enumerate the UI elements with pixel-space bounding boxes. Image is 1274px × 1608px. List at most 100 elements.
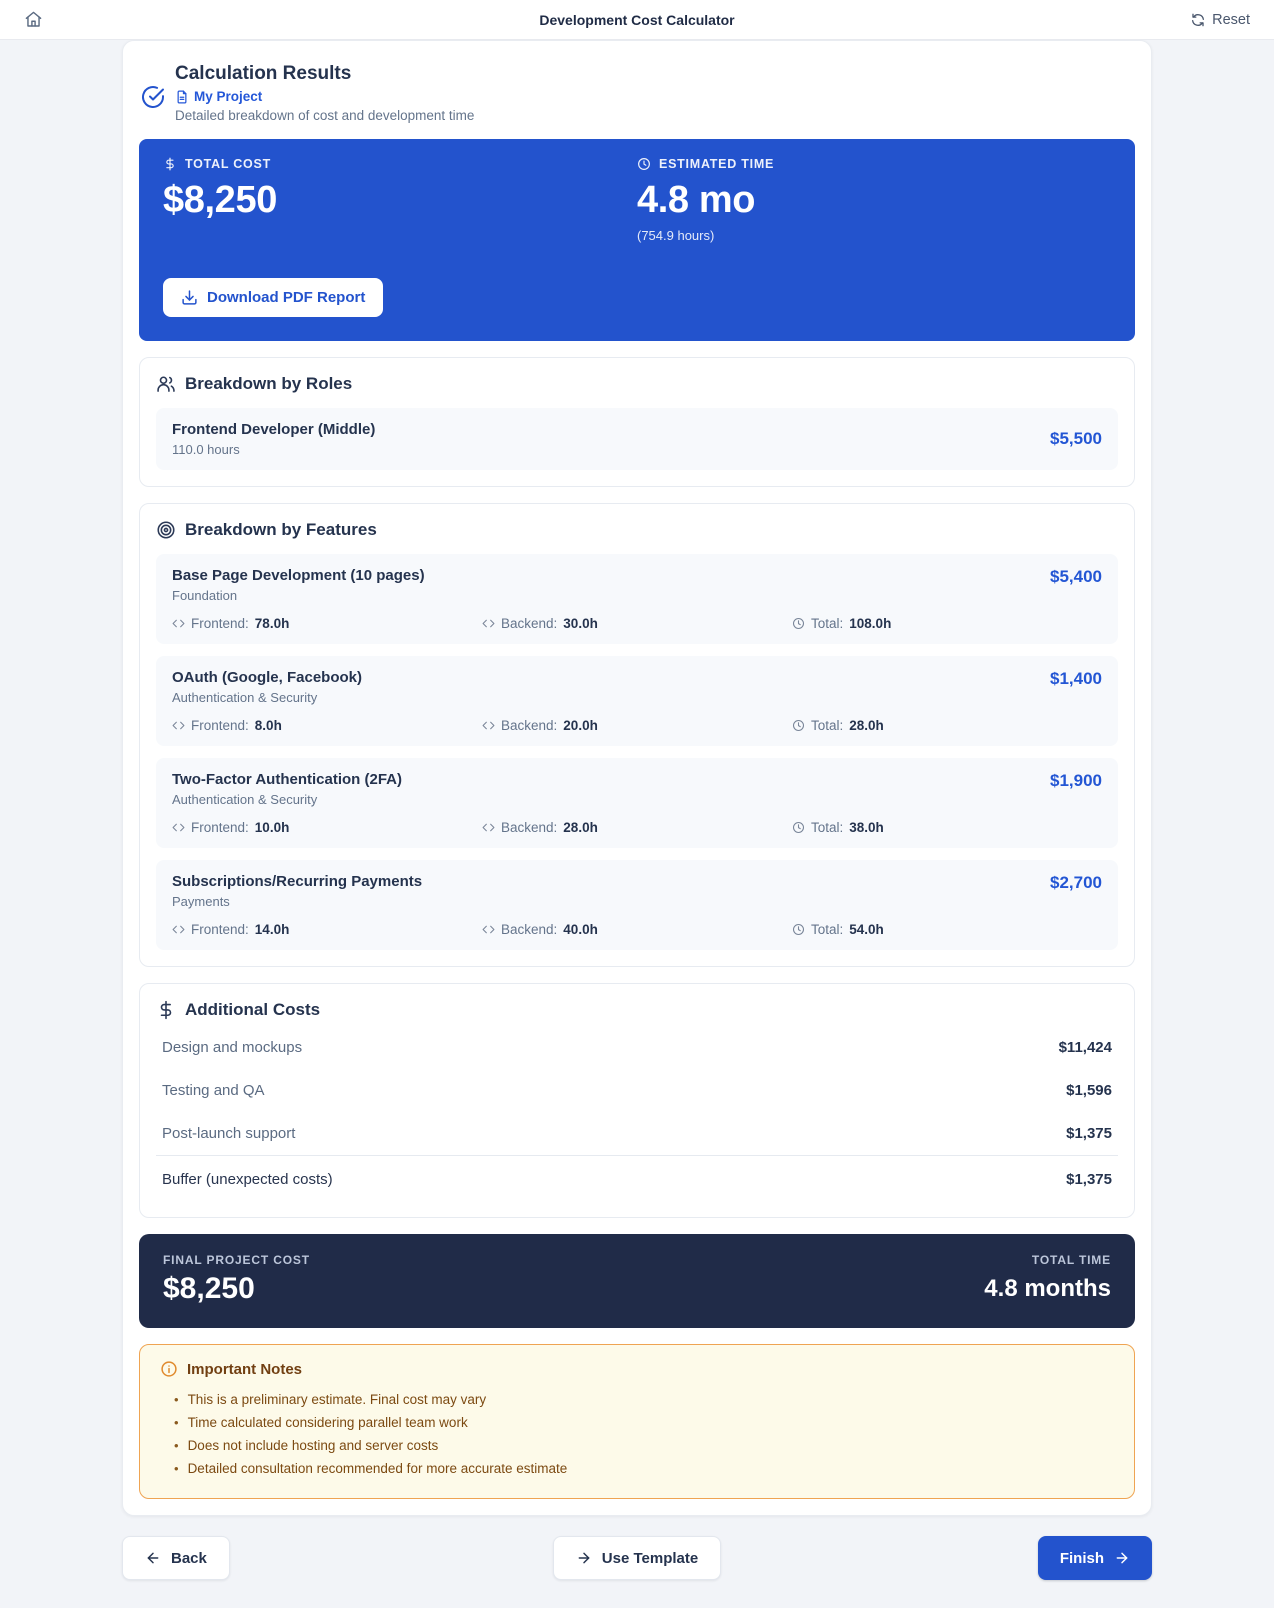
additional-cost-value: $1,375 [1066,1125,1112,1142]
backend-value: 20.0h [563,718,598,733]
additional-costs-list: Design and mockups $11,424 Testing and Q… [156,1026,1118,1201]
roles-section: Breakdown by Roles Frontend Developer (M… [139,357,1135,487]
clock-icon [792,617,805,630]
final-cost-label: FINAL PROJECT COST [163,1253,310,1267]
feature-frontend-hours: Frontend: 14.0h [172,922,482,937]
additional-cost-value: $1,375 [1066,1171,1112,1188]
role-row: Frontend Developer (Middle) 110.0 hours … [156,408,1118,470]
feature-category: Authentication & Security [172,792,318,807]
backend-label: Backend: [501,820,558,835]
arrow-right-icon [1114,1550,1130,1566]
feature-row: Base Page Development (10 pages) Foundat… [156,554,1118,644]
feature-category: Foundation [172,588,238,603]
frontend-value: 10.0h [254,820,290,835]
additional-costs-title: Additional Costs [185,1000,321,1019]
backend-label: Backend: [501,718,558,733]
total-cost-value: $8,250 [163,179,277,221]
total-value: 108.0h [849,616,892,631]
total-time-value: 4.8 months [984,1275,1111,1302]
note-item: This is a preliminary estimate. Final co… [174,1388,1114,1411]
feature-cost: $1,400 [1050,669,1102,688]
results-card: Calculation Results My Project Detailed … [122,40,1152,1516]
frontend-label: Frontend: [191,922,249,937]
additional-cost-row: Testing and QA $1,596 [156,1069,1118,1112]
page-title: Calculation Results [175,63,352,84]
note-item: Does not include hosting and server cost… [174,1434,1114,1457]
estimated-time-label: ESTIMATED TIME [659,157,775,171]
use-template-button[interactable]: Use Template [552,1536,722,1580]
total-label: Total: [811,922,844,937]
reset-button[interactable]: Reset [1190,12,1250,28]
feature-total-hours: Total: 108.0h [792,616,1102,631]
feature-cost: $2,700 [1050,873,1102,892]
estimated-time-block: ESTIMATED TIME 4.8 mo (754.9 hours) [637,157,1111,243]
estimated-hours: (754.9 hours) [637,228,715,243]
app-title: Development Cost Calculator [539,11,735,28]
roles-list: Frontend Developer (Middle) 110.0 hours … [156,408,1118,470]
finish-button[interactable]: Finish [1037,1536,1152,1580]
code-icon [482,923,495,936]
notes-title: Important Notes [187,1360,303,1378]
feature-frontend-hours: Frontend: 78.0h [172,616,482,631]
frontend-label: Frontend: [191,616,249,631]
dollar-icon [163,157,177,171]
code-icon [482,719,495,732]
role-hours: 110.0 hours [172,442,240,457]
dollar-icon [156,1000,176,1020]
backend-label: Backend: [501,616,558,631]
total-value: 28.0h [849,718,884,733]
additional-cost-label: Post-launch support [162,1125,296,1142]
additional-cost-row: Buffer (unexpected costs) $1,375 [156,1155,1118,1201]
home-icon[interactable] [24,10,43,29]
feature-frontend-hours: Frontend: 8.0h [172,718,482,733]
feature-cost: $1,900 [1050,771,1102,790]
clock-icon [792,821,805,834]
finish-label: Finish [1059,1549,1104,1567]
total-label: Total: [811,718,844,733]
feature-row: Two-Factor Authentication (2FA) Authenti… [156,758,1118,848]
roles-section-title: Breakdown by Roles [185,374,353,393]
total-value: 38.0h [849,820,884,835]
feature-backend-hours: Backend: 28.0h [482,820,792,835]
note-text: This is a preliminary estimate. Final co… [187,1392,487,1407]
download-pdf-button[interactable]: Download PDF Report [163,278,384,317]
important-notes: Important Notes This is a preliminary es… [139,1344,1135,1499]
feature-row: Subscriptions/Recurring Payments Payment… [156,860,1118,950]
clock-icon [637,157,651,171]
additional-cost-row: Design and mockups $11,424 [156,1026,1118,1069]
code-icon [172,923,185,936]
frontend-label: Frontend: [191,718,249,733]
note-item: Detailed consultation recommended for mo… [174,1457,1114,1480]
download-icon [181,289,198,306]
top-bar: Development Cost Calculator Reset [0,0,1274,40]
feature-backend-hours: Backend: 20.0h [482,718,792,733]
use-template-label: Use Template [601,1549,699,1567]
code-icon [172,821,185,834]
feature-backend-hours: Backend: 30.0h [482,616,792,631]
role-cost: $5,500 [1050,429,1102,448]
additional-cost-value: $1,596 [1066,1082,1112,1099]
feature-row: OAuth (Google, Facebook) Authentication … [156,656,1118,746]
feature-category: Authentication & Security [172,690,318,705]
additional-costs-section: Additional Costs Design and mockups $11,… [139,983,1135,1218]
frontend-value: 78.0h [254,616,290,631]
code-icon [172,617,185,630]
features-section-title: Breakdown by Features [185,520,377,539]
final-summary-banner: FINAL PROJECT COST $8,250 TOTAL TIME 4.8… [139,1234,1135,1328]
feature-name: OAuth (Google, Facebook) [172,669,362,686]
project-name: My Project [194,89,263,104]
footer-bar: Back Use Template Finish [122,1536,1152,1580]
backend-value: 40.0h [563,922,598,937]
results-header: Calculation Results My Project Detailed … [139,57,1135,125]
role-name: Frontend Developer (Middle) [172,421,376,438]
total-value: 54.0h [849,922,884,937]
check-circle-icon [141,85,165,123]
project-link[interactable]: My Project [175,89,474,104]
total-label: Total: [811,820,844,835]
features-section: Breakdown by Features Base Page Developm… [139,503,1135,967]
feature-name: Base Page Development (10 pages) [172,567,425,584]
document-icon [175,90,189,104]
code-icon [482,821,495,834]
back-button[interactable]: Back [122,1536,230,1580]
notes-list: This is a preliminary estimate. Final co… [160,1388,1114,1480]
